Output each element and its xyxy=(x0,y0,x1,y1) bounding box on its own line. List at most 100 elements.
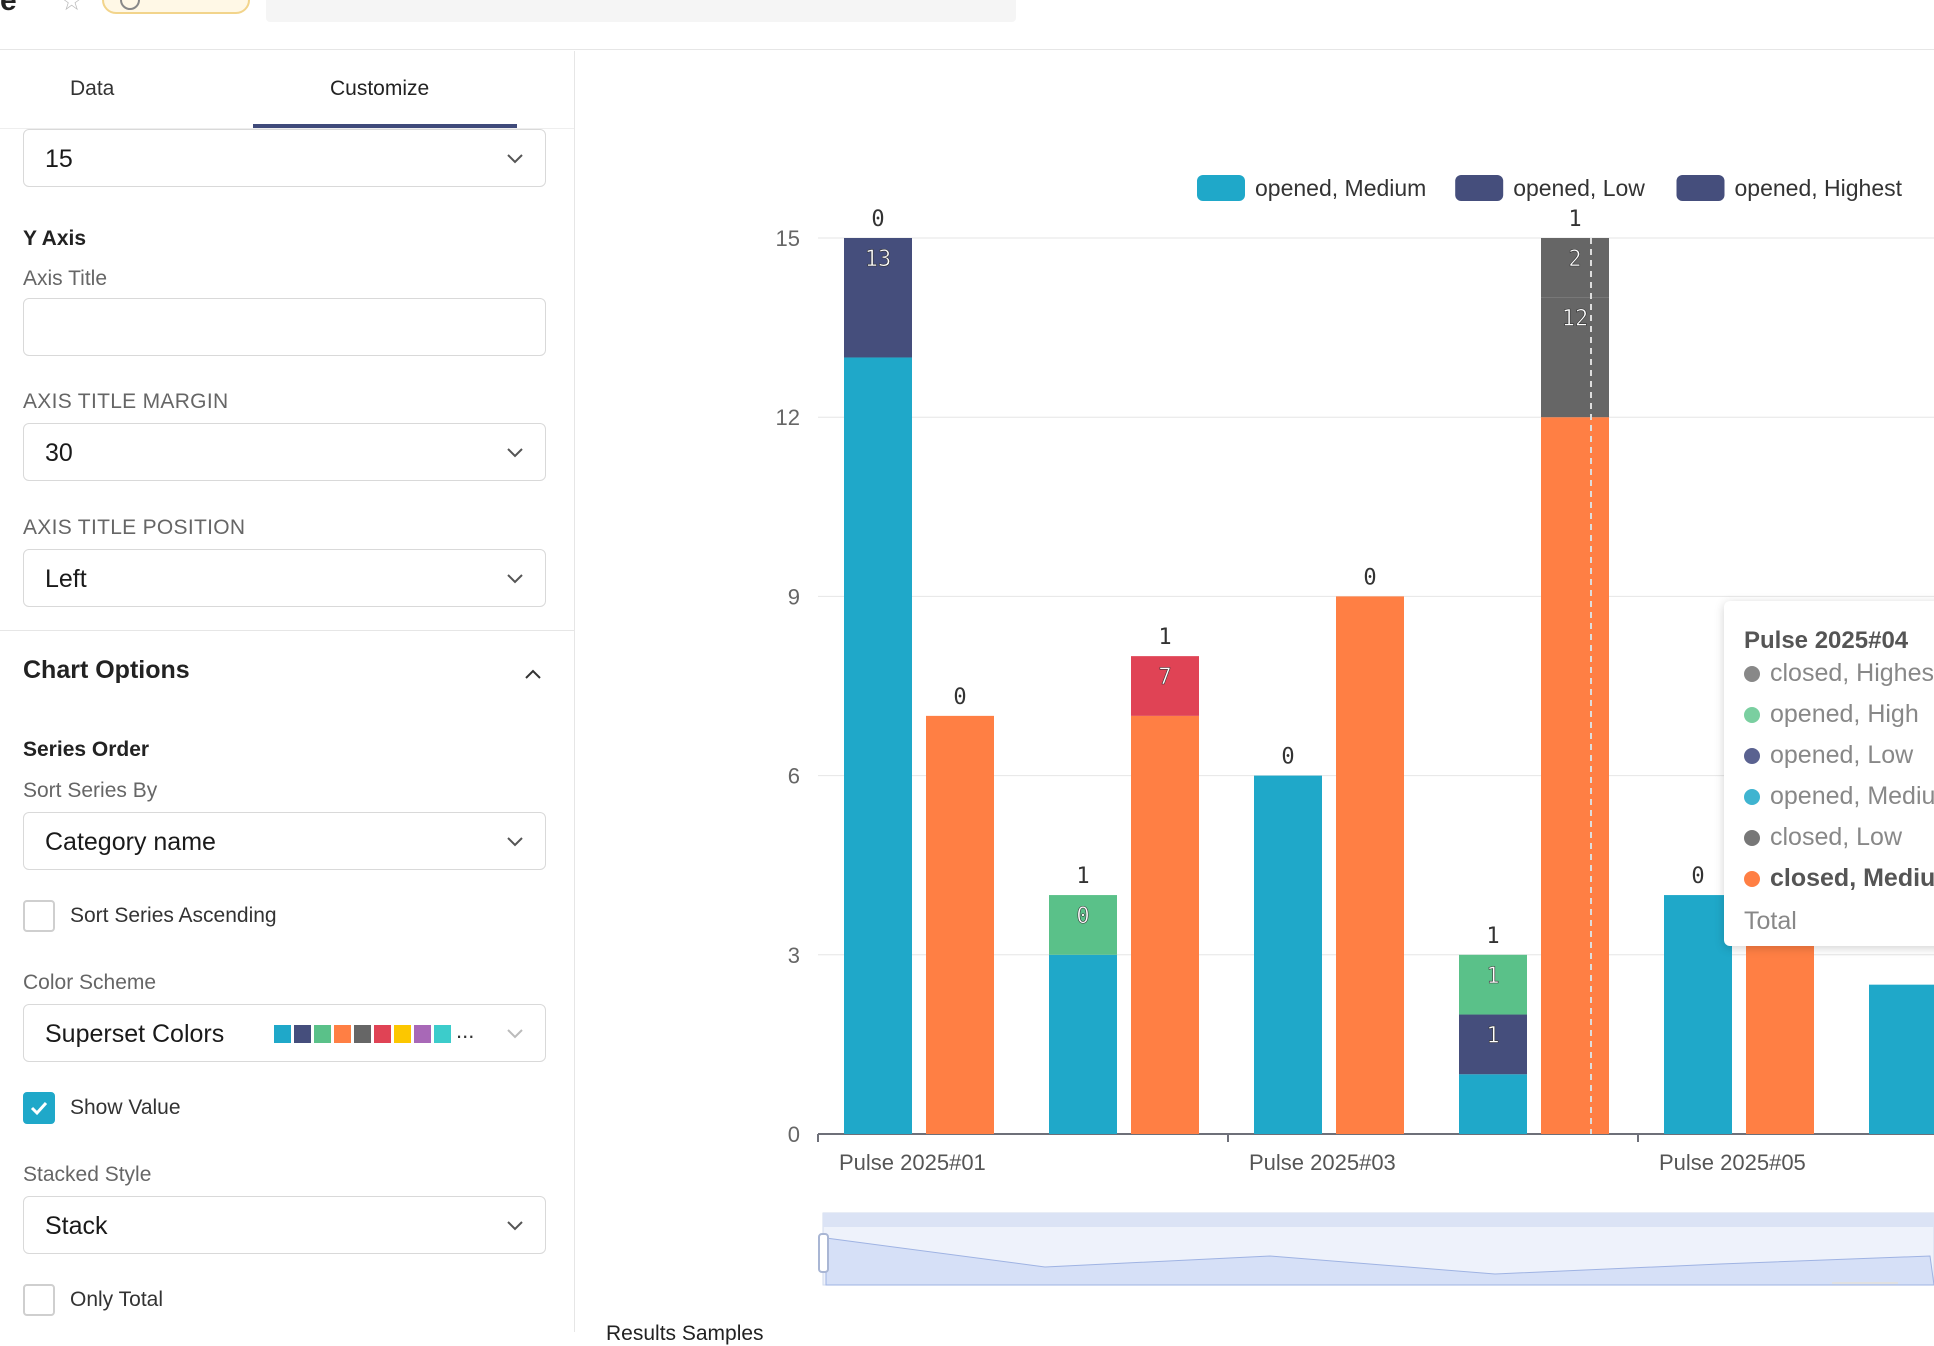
status-circle-icon xyxy=(120,0,140,10)
y-tick-label: 6 xyxy=(788,764,800,789)
swatch xyxy=(334,1025,351,1043)
show-value-checkbox[interactable] xyxy=(23,1092,55,1124)
app-logo: e xyxy=(0,0,17,17)
segment-value-label: 1 xyxy=(1486,1024,1499,1049)
bar-segment xyxy=(1541,238,1609,298)
y-tick-label: 0 xyxy=(788,1122,800,1147)
favorite-star-icon[interactable]: ☆ xyxy=(60,0,84,16)
y-tick-label: 15 xyxy=(776,226,800,251)
top-select-value: 15 xyxy=(45,145,73,173)
only-total-label[interactable]: Only Total xyxy=(70,1288,163,1311)
bar-total-label: 0 xyxy=(871,207,884,232)
only-total-checkbox[interactable] xyxy=(23,1284,55,1316)
zoom-slider-handle xyxy=(818,1233,829,1273)
chevron-down-icon xyxy=(505,442,525,462)
zoom-slider-preview xyxy=(825,1237,1934,1286)
axis-title-position-label: AXIS TITLE POSITION xyxy=(23,516,246,539)
tooltip-row: opened, Low xyxy=(1744,741,1913,770)
series-dot-icon xyxy=(1744,830,1760,847)
tooltip-row: opened, Medium xyxy=(1744,782,1934,811)
control-panel: Data Customize 15 Y Axis Axis Title AXIS… xyxy=(0,51,575,1332)
section-divider xyxy=(0,630,575,631)
bar-segment xyxy=(1541,417,1609,1134)
legend-label: opened, Highest xyxy=(1735,175,1903,201)
tooltip-row: closed, Highest xyxy=(1744,659,1934,688)
legend-swatch xyxy=(1197,175,1245,201)
bar-segment xyxy=(1541,297,1609,418)
stacked-style-value: Stack xyxy=(45,1212,108,1240)
axis-title-margin-select[interactable]: 30 xyxy=(23,423,546,481)
tooltip-row: closed, Low xyxy=(1744,823,1902,852)
swatch xyxy=(414,1025,431,1043)
color-scheme-select[interactable]: Superset Colors ... xyxy=(23,1004,546,1062)
tooltip-total: Total xyxy=(1744,907,1797,935)
axis-title-position-select[interactable]: Left xyxy=(23,549,546,607)
x-tick-label: Pulse 2025#01 xyxy=(839,1150,986,1175)
bar-segment xyxy=(1049,954,1117,1134)
show-value-label[interactable]: Show Value xyxy=(70,1096,181,1119)
axis-title-margin-value: 30 xyxy=(45,439,73,467)
bar-segment xyxy=(1131,715,1199,1134)
top-select[interactable]: 15 xyxy=(23,129,546,187)
chevron-down-icon xyxy=(505,1215,525,1235)
axis-title-input[interactable] xyxy=(23,298,546,356)
bar-total-label: 0 xyxy=(1363,565,1376,590)
bar-segment xyxy=(844,238,912,358)
color-scheme-label: Color Scheme xyxy=(23,971,157,994)
chart-tooltip: Pulse 2025#04 closed, Highest opened, Hig… xyxy=(1724,601,1934,946)
sort-series-by-value: Category name xyxy=(45,828,216,856)
segment-value-label: 12 xyxy=(1562,307,1589,332)
bar-total-label: 1 xyxy=(1158,625,1171,650)
bar-segment xyxy=(1254,775,1322,1134)
bar-total-label: 1 xyxy=(1486,924,1499,949)
results-samples-tabs[interactable]: Results Samples xyxy=(606,1322,764,1345)
bar-total-label: 0 xyxy=(1281,745,1294,770)
sort-ascending-checkbox[interactable] xyxy=(23,900,55,932)
segment-value-label: 0 xyxy=(1076,904,1089,929)
y-tick-label: 9 xyxy=(788,584,800,609)
tab-customize[interactable]: Customize xyxy=(330,77,430,100)
bar-segment xyxy=(1336,596,1404,1134)
bar-segment xyxy=(1131,656,1199,716)
status-pill[interactable] xyxy=(102,0,250,14)
check-icon xyxy=(30,1101,48,1116)
swatch xyxy=(434,1025,451,1043)
swatch xyxy=(314,1025,331,1043)
series-dot-icon xyxy=(1744,666,1760,683)
axis-title-label: Axis Title xyxy=(23,267,108,290)
resize-handle[interactable] xyxy=(1832,1282,1898,1284)
bar-total-label: 1 xyxy=(1076,864,1089,889)
legend-swatch xyxy=(1676,175,1725,201)
chevron-down-icon xyxy=(505,831,525,851)
stacked-style-select[interactable]: Stack xyxy=(23,1196,546,1254)
chevron-down-icon xyxy=(505,148,525,168)
control-tabs: Data Customize xyxy=(0,51,574,129)
chart-options-title[interactable]: Chart Options xyxy=(23,656,190,684)
swatch-overflow: ... xyxy=(456,1018,475,1043)
bar-total-label: 0 xyxy=(953,685,966,710)
sort-series-by-select[interactable]: Category name xyxy=(23,812,546,870)
bar-segment xyxy=(926,715,994,1134)
series-dot-icon xyxy=(1744,707,1760,724)
y-axis-heading: Y Axis xyxy=(23,227,87,250)
chevron-up-icon[interactable] xyxy=(522,663,544,685)
bar-total-label: 0 xyxy=(1691,864,1704,889)
bar-segment xyxy=(1459,954,1527,1015)
x-tick-label: Pulse 2025#05 xyxy=(1659,1150,1806,1175)
tooltip-title: Pulse 2025#04 xyxy=(1744,627,1909,654)
series-dot-icon xyxy=(1744,748,1760,765)
chevron-down-icon xyxy=(505,1023,525,1043)
tab-data[interactable]: Data xyxy=(70,77,115,100)
swatch xyxy=(274,1025,291,1043)
sort-ascending-label[interactable]: Sort Series Ascending xyxy=(70,904,277,927)
tooltip-row-label: opened, Low xyxy=(1770,741,1914,769)
legend-label: opened, Medium xyxy=(1255,175,1426,201)
segment-value-label: 13 xyxy=(865,247,892,272)
sort-series-by-label: Sort Series By xyxy=(23,779,158,802)
chart-panel: 03691215130001710011112210011Pulse 2025#… xyxy=(576,51,1934,1332)
segment-value-label: 2 xyxy=(1568,247,1581,272)
bar-segment xyxy=(1049,895,1117,955)
segment-value-label: 1 xyxy=(1486,964,1499,989)
bar-segment xyxy=(1459,1074,1527,1134)
bar-segment xyxy=(1869,984,1934,1134)
